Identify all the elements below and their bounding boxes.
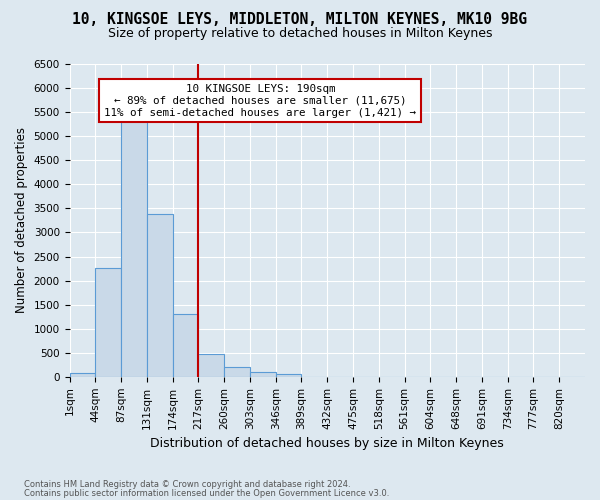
Bar <box>173 314 199 377</box>
Text: Contains public sector information licensed under the Open Government Licence v3: Contains public sector information licen… <box>24 488 389 498</box>
Bar <box>121 117 147 377</box>
Bar <box>224 366 250 377</box>
Bar <box>147 214 173 377</box>
Bar <box>276 374 301 377</box>
Bar <box>95 268 121 377</box>
Text: 10 KINGSOE LEYS: 190sqm
← 89% of detached houses are smaller (11,675)
11% of sem: 10 KINGSOE LEYS: 190sqm ← 89% of detache… <box>104 84 416 117</box>
X-axis label: Distribution of detached houses by size in Milton Keynes: Distribution of detached houses by size … <box>151 437 504 450</box>
Text: Size of property relative to detached houses in Milton Keynes: Size of property relative to detached ho… <box>108 28 492 40</box>
Text: Contains HM Land Registry data © Crown copyright and database right 2024.: Contains HM Land Registry data © Crown c… <box>24 480 350 489</box>
Bar <box>70 373 95 377</box>
Text: 10, KINGSOE LEYS, MIDDLETON, MILTON KEYNES, MK10 9BG: 10, KINGSOE LEYS, MIDDLETON, MILTON KEYN… <box>73 12 527 26</box>
Bar <box>250 372 276 377</box>
Y-axis label: Number of detached properties: Number of detached properties <box>15 128 28 314</box>
Bar <box>199 354 224 377</box>
